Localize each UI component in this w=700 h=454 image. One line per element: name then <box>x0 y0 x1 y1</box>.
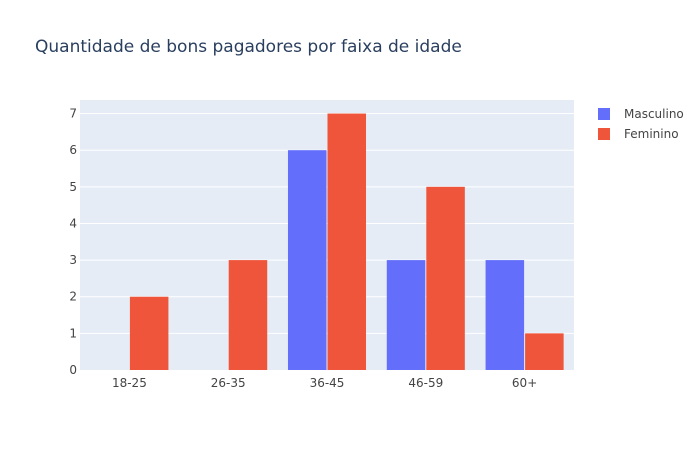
x-tick-label: 18-25 <box>112 376 147 390</box>
bar-feminino-36-45[interactable] <box>327 113 367 370</box>
legend-swatch <box>598 128 610 140</box>
y-tick-label: 0 <box>69 363 77 377</box>
y-axis-ticks: 0 1 2 3 4 5 6 7 <box>69 107 77 377</box>
y-tick-label: 6 <box>69 143 77 157</box>
bar-feminino-18-25[interactable] <box>129 296 169 370</box>
bar-masculino-60+[interactable] <box>485 260 525 370</box>
x-axis-ticks: 18-25 26-35 36-45 46-59 60+ <box>112 376 537 390</box>
bar-masculino-36-45[interactable] <box>287 150 327 370</box>
legend-item-feminino[interactable]: Feminino <box>598 127 679 141</box>
bar-feminino-46-59[interactable] <box>426 186 465 370</box>
bar-feminino-60+[interactable] <box>525 333 564 370</box>
bar-feminino-26-35[interactable] <box>228 260 268 370</box>
y-tick-label: 3 <box>69 253 77 267</box>
x-tick-label: 36-45 <box>310 376 345 390</box>
bar-masculino-46-59[interactable] <box>386 260 426 370</box>
legend[interactable]: Masculino Feminino <box>598 107 684 141</box>
x-tick-label: 46-59 <box>408 376 443 390</box>
legend-label: Masculino <box>624 107 684 121</box>
y-tick-label: 5 <box>69 180 77 194</box>
x-tick-label: 26-35 <box>211 376 246 390</box>
y-tick-label: 7 <box>69 107 77 121</box>
legend-item-masculino[interactable]: Masculino <box>598 107 684 121</box>
chart-title: Quantidade de bons pagadores por faixa d… <box>35 37 462 57</box>
y-tick-label: 1 <box>69 326 77 340</box>
y-tick-label: 2 <box>69 290 77 304</box>
y-tick-label: 4 <box>69 216 77 230</box>
bars <box>129 113 564 370</box>
legend-swatch <box>598 108 610 120</box>
x-tick-label: 60+ <box>512 376 537 390</box>
legend-label: Feminino <box>624 127 679 141</box>
